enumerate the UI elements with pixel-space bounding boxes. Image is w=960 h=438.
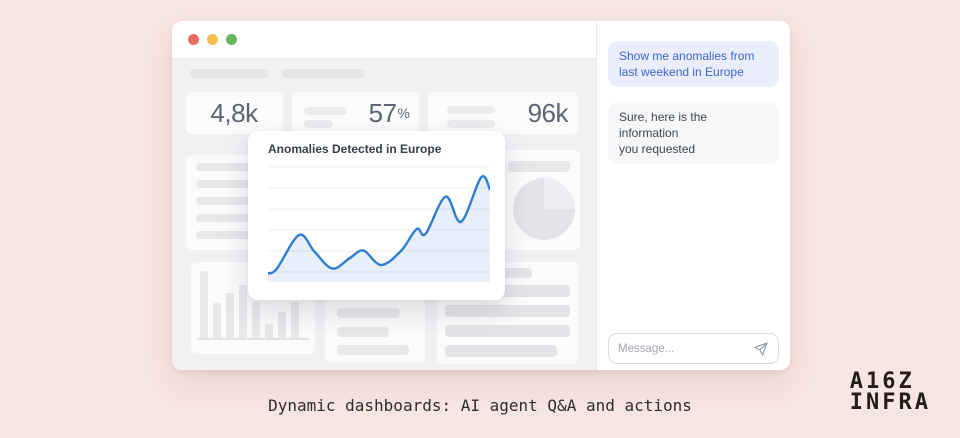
chat-message-line: Sure, here is the information (619, 110, 708, 140)
close-button[interactable] (188, 34, 199, 45)
a16z-infra-logo: A16Z INFRA (849, 369, 931, 415)
skeleton-line (196, 214, 250, 222)
anomalies-line-chart (268, 166, 490, 282)
app-window: 4,8k 57% 96k (172, 21, 790, 370)
pie-chart-skeleton (513, 178, 575, 240)
window-titlebar (172, 21, 596, 59)
skeleton-line (508, 161, 570, 172)
skeleton-line (304, 107, 347, 115)
stat-value: 57 (368, 97, 397, 128)
skeleton-bar (265, 324, 273, 338)
skeleton-header-bar (282, 69, 365, 78)
skeleton-bar (291, 302, 299, 338)
stat-value: 4,8k (210, 97, 258, 128)
stat-card-3: 96k (428, 92, 578, 134)
logo-line: A16Z (849, 369, 915, 394)
maximize-button[interactable] (226, 34, 237, 45)
chat-message-user: Show me anomalies from last weekend in E… (608, 41, 779, 87)
message-input-row (608, 333, 779, 364)
skeleton-line (337, 327, 389, 337)
skeleton-row (445, 305, 570, 317)
skeleton-line (196, 180, 272, 188)
chat-message-line: last weekend in Europe (619, 65, 744, 79)
skeleton-bar (278, 312, 286, 338)
skeleton-header-bar (190, 69, 269, 78)
skeleton-line (447, 120, 495, 128)
skeleton-bar (252, 302, 260, 338)
skeleton-line (196, 163, 272, 171)
bar-chart-baseline (197, 338, 309, 340)
stat-card-2: 57% (292, 92, 419, 134)
skeleton-row (445, 325, 570, 337)
chart-title: Anomalies Detected in Europe (268, 142, 442, 156)
image-caption: Dynamic dashboards: AI agent Q&A and act… (268, 396, 692, 415)
stat-value: 96k (527, 97, 569, 128)
skeleton-line (196, 197, 272, 205)
skeleton-line (337, 308, 400, 318)
chat-message-assistant: Sure, here is the information you reques… (608, 102, 779, 164)
anomalies-chart-popup: Anomalies Detected in Europe (248, 131, 505, 300)
dashboard-body: 4,8k 57% 96k (172, 59, 596, 370)
skeleton-bar (200, 271, 208, 338)
logo-line: INFRA (849, 390, 931, 415)
skeleton-bar (226, 293, 234, 338)
chat-message-line: you requested (619, 142, 696, 156)
message-input[interactable] (618, 342, 753, 355)
skeleton-line (196, 231, 272, 239)
skeleton-bar (213, 303, 221, 338)
skeleton-row (445, 345, 557, 357)
dashboard-pane: 4,8k 57% 96k (172, 21, 596, 370)
skeleton-line (447, 106, 495, 114)
skeleton-line (304, 120, 333, 128)
pie-chart-card (500, 150, 580, 250)
chat-panel: Show me anomalies from last weekend in E… (596, 21, 790, 370)
chat-message-line: Show me anomalies from (619, 49, 755, 63)
paper-plane-icon[interactable] (753, 341, 769, 357)
skeleton-bar (239, 285, 247, 338)
skeleton-line (337, 345, 409, 355)
stat-card-1: 4,8k (186, 92, 283, 134)
stat-suffix: % (397, 105, 410, 121)
minimize-button[interactable] (207, 34, 218, 45)
